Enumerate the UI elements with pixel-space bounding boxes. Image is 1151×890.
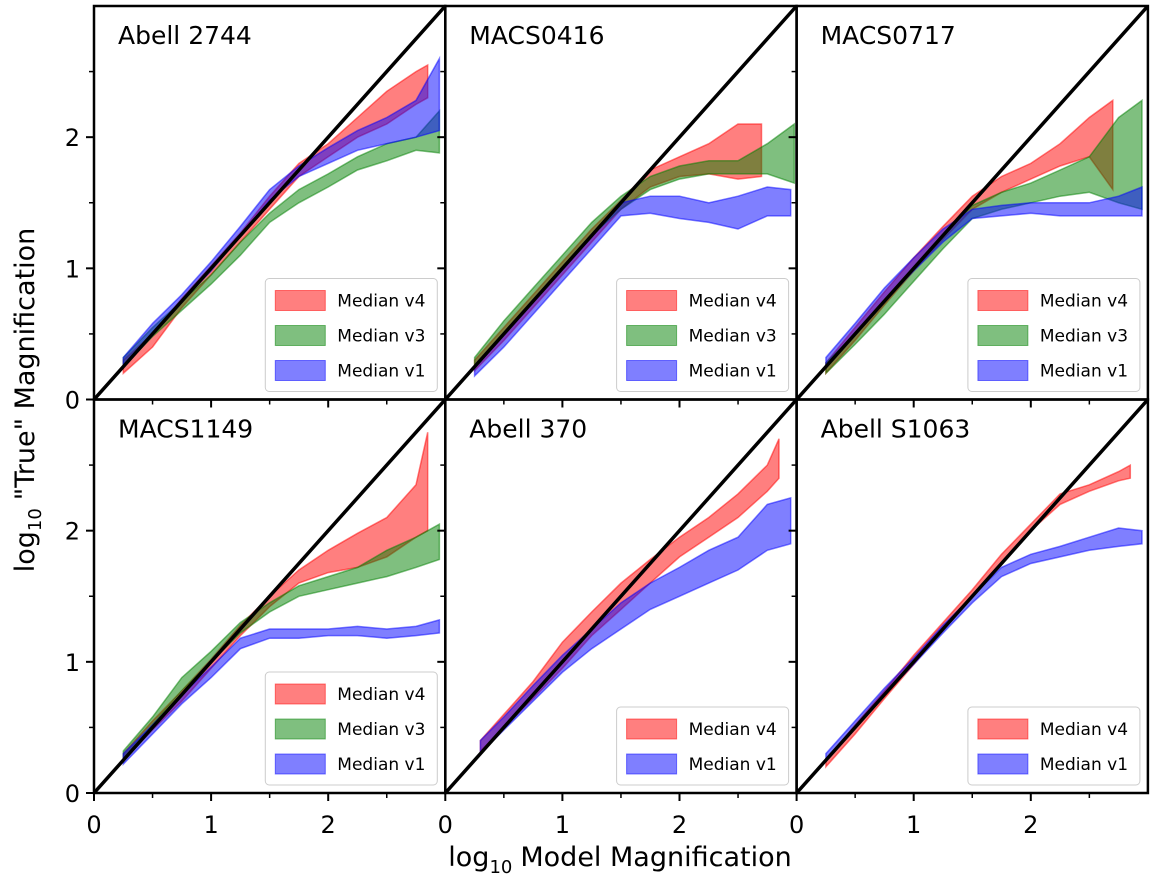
legend-swatch bbox=[626, 753, 678, 775]
legend: Median v4 Median v3 Median v1 bbox=[967, 278, 1141, 392]
y-tick-label: 2 bbox=[65, 124, 80, 152]
panel: Abell 370 0 1 2 Median v4 Median v1 bbox=[437, 398, 798, 839]
legend: Median v4 Median v1 bbox=[967, 706, 1141, 786]
legend: Median v4 Median v3 Median v1 bbox=[264, 671, 438, 786]
y-axis-label-sub: 10 bbox=[25, 508, 46, 531]
band bbox=[122, 55, 441, 369]
x-axis-label-sub: 10 bbox=[489, 857, 512, 878]
legend: Median v4 Median v3 Median v1 bbox=[264, 278, 438, 392]
plot-area bbox=[94, 399, 446, 793]
legend-label: Median v3 bbox=[689, 327, 777, 347]
diagonal-line bbox=[94, 399, 446, 793]
x-tick-label: 2 bbox=[321, 811, 336, 839]
plot-area bbox=[796, 6, 1148, 400]
legend-swatch bbox=[977, 325, 1029, 346]
y-tick-label: 0 bbox=[65, 780, 80, 808]
panel-title: MACS0717 bbox=[821, 21, 956, 50]
legend-swatch bbox=[274, 718, 326, 740]
legend-swatch bbox=[626, 360, 678, 381]
legend-label: Median v4 bbox=[1040, 292, 1128, 312]
legend-swatch bbox=[274, 325, 326, 346]
x-tick-label: 1 bbox=[906, 811, 921, 839]
legend: Median v4 Median v3 Median v1 bbox=[616, 278, 790, 392]
diagonal-line bbox=[796, 6, 1148, 400]
legend-label: Median v1 bbox=[1040, 755, 1128, 775]
legend-label: Median v4 bbox=[337, 292, 425, 312]
legend-label: Median v4 bbox=[1040, 720, 1128, 740]
legend-label: Median v4 bbox=[689, 292, 777, 312]
panel-title: Abell 2744 bbox=[118, 21, 252, 50]
x-tick-label: 1 bbox=[203, 811, 218, 839]
y-tick-label: 1 bbox=[65, 255, 80, 283]
legend-label: Median v1 bbox=[1040, 362, 1128, 382]
legend-swatch bbox=[977, 360, 1029, 381]
plot-area bbox=[445, 399, 797, 793]
y-tick-label: 1 bbox=[65, 649, 80, 677]
legend-swatch bbox=[977, 753, 1029, 775]
legend-label: Median v1 bbox=[689, 755, 777, 775]
x-axis-label: log10 Model Magnification bbox=[448, 842, 791, 878]
panel: MACS0717 Median v4 Median v3 Median v1 bbox=[788, 4, 1150, 408]
panel-title: MACS0416 bbox=[469, 21, 604, 50]
x-axis-label-text: Model Magnification bbox=[520, 842, 791, 873]
diagonal-line bbox=[445, 6, 797, 400]
panel: Abell 2744 0 1 2 Median v4 Median v3 Median v1 bbox=[65, 4, 447, 415]
legend-swatch bbox=[626, 325, 678, 346]
plot-area bbox=[796, 399, 1148, 793]
legend-swatch bbox=[977, 718, 1029, 740]
x-tick-label: 1 bbox=[555, 811, 570, 839]
legend-swatch bbox=[274, 290, 326, 311]
y-tick-label: 0 bbox=[65, 387, 80, 415]
y-axis-label: log10 "True" Magnification bbox=[10, 228, 46, 573]
legend-label: Median v1 bbox=[689, 362, 777, 382]
legend-label: Median v1 bbox=[337, 755, 425, 775]
band bbox=[825, 527, 1143, 763]
x-tick-label: 0 bbox=[438, 811, 453, 839]
y-axis-label-text: "True" Magnification bbox=[10, 228, 41, 500]
legend: Median v4 Median v1 bbox=[616, 706, 790, 786]
legend-label: Median v1 bbox=[337, 362, 425, 382]
x-tick-label: 2 bbox=[1023, 811, 1038, 839]
panel: MACS0416 Median v4 Median v3 Median v1 bbox=[437, 4, 798, 408]
legend-label: Median v3 bbox=[337, 720, 425, 740]
panel-title: Abell 370 bbox=[469, 415, 587, 444]
legend-label: Median v3 bbox=[1040, 327, 1128, 347]
legend-swatch bbox=[626, 718, 678, 740]
legend-label: Median v3 bbox=[337, 327, 425, 347]
panel-title: MACS1149 bbox=[118, 415, 253, 444]
legend-swatch bbox=[626, 290, 678, 311]
legend-swatch bbox=[977, 290, 1029, 311]
legend-swatch bbox=[274, 360, 326, 381]
plot-area bbox=[94, 6, 446, 400]
diagonal-line bbox=[796, 399, 1148, 793]
x-tick-label: 2 bbox=[672, 811, 687, 839]
panel: Abell S1063 0 1 2 Median v4 Median v1 bbox=[788, 398, 1150, 839]
legend-swatch bbox=[274, 683, 326, 705]
y-axis-label-log: log bbox=[10, 531, 41, 572]
panel-title: Abell S1063 bbox=[821, 415, 971, 444]
band bbox=[122, 618, 441, 766]
diagonal-line bbox=[94, 6, 446, 400]
x-tick-label: 0 bbox=[789, 811, 804, 839]
band bbox=[825, 185, 1143, 369]
band bbox=[122, 108, 441, 369]
legend-swatch bbox=[274, 753, 326, 775]
diagonal-line bbox=[445, 399, 797, 793]
plot-area bbox=[445, 6, 797, 400]
y-tick-label: 2 bbox=[65, 518, 80, 546]
legend-label: Median v4 bbox=[689, 720, 777, 740]
x-axis-label-log: log bbox=[448, 842, 489, 873]
x-tick-label: 0 bbox=[86, 811, 101, 839]
legend-label: Median v4 bbox=[337, 685, 425, 705]
